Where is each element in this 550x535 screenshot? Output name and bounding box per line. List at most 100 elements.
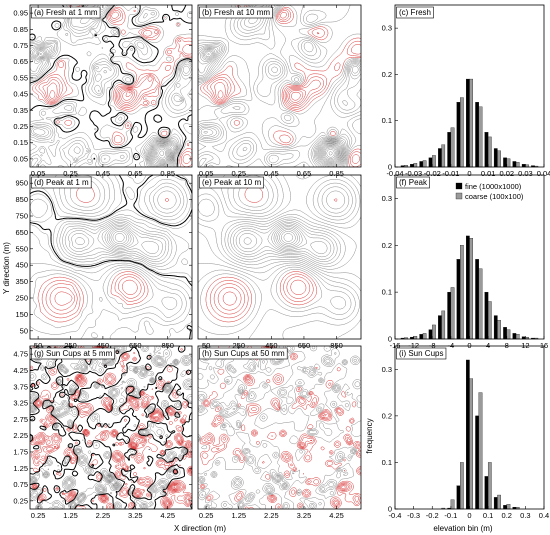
legend-swatch-fine [455,182,463,190]
contour-line [197,345,361,510]
y-tick-label: 0.1 [382,116,392,125]
contour-line [45,276,142,315]
contour-line [197,4,362,168]
contour-line [205,185,338,323]
contour-line [29,174,191,339]
contour-line [205,51,340,164]
contour-line [197,4,362,168]
panel-title-box [199,176,264,189]
x-tick-label: 0.04 [537,169,550,178]
contour-line [35,48,176,167]
panel-title: (c) Fresh [396,6,434,19]
contour-line [29,174,193,340]
contour-line [326,149,335,158]
y-tick-label: 0 [388,335,392,344]
bar-coarse [506,329,511,340]
panel-f: (f) Peak -16 -12 -8 -4 0 4 8 12 16 0 0.1 0.2 0.3 fine … [382,174,548,350]
contour-line [46,76,153,105]
contour-line [206,10,362,164]
x-tick-label: 250 [64,341,77,350]
contour-line [29,174,193,280]
bar-fine [428,329,433,340]
contour-line [230,218,341,265]
x-tick-label: 16 [540,341,548,350]
x-tick-label: 0.65 [128,169,143,178]
bar-coarse [478,106,483,168]
x-tick-label: 12 [521,341,529,350]
x-tick-label: -0.2 [426,511,439,520]
contour-line [71,223,163,258]
contour-line [106,226,134,249]
plot-frame [29,345,193,510]
contour-line [114,233,125,242]
contour-line [155,146,169,162]
x-tick-label: 4 [486,341,490,350]
contour-line [37,185,169,323]
contour-line [29,345,192,510]
y-tick-label: 850 [15,195,28,204]
panel-title-text: (h) Sun Cups at 50 mm [202,349,285,358]
bar-fine [484,291,489,340]
bar-fine [493,315,498,340]
bar-fine [438,148,442,168]
contour-line [100,358,168,491]
contour-line [29,4,193,168]
bar-fine [512,161,517,168]
x-tick-label: 0.25 [63,169,78,178]
contour-line [54,291,73,306]
y-tick-label: 4.25 [13,366,28,375]
bar-coarse [460,245,464,340]
legend-label-fine: fine (1000x1000) [465,182,522,191]
x-tick-label: 0.45 [264,169,279,178]
bar-coarse [441,144,446,168]
bar-fine [512,333,517,340]
y-tick-label: 0.25 [13,122,28,131]
panel-e: (e) Peak at 10 m 50 250 450 650 850 [197,174,362,350]
contour-line [38,51,171,164]
contour-line [217,279,307,311]
contour-line [281,230,296,244]
y-tick-label: 4.75 [13,350,28,359]
panel-title: (b) Fresh at 10 mm [199,6,273,19]
contour-lines [197,345,362,510]
bar-coarse [487,462,492,510]
x-tick-label: -8 [429,341,436,350]
contour-line [197,174,362,270]
contour-line [291,91,301,101]
bar-coarse [469,238,473,340]
contour-line [36,346,193,508]
y-tick-label: 450 [15,261,28,270]
contour-line [200,180,346,328]
contour-line [243,224,328,255]
y-tick-label: 0.15 [13,138,28,147]
contour-line [108,476,111,479]
bar-coarse [487,301,492,340]
contour-line [112,230,128,245]
x-tick-label: 250 [232,341,245,350]
contour-line [210,11,321,107]
contour-line [227,216,346,267]
bar-fine [475,259,479,340]
contour-line [197,345,362,510]
bar-fine [410,164,414,168]
contour-line [217,90,304,103]
contour-line [37,50,173,165]
x-tick-label: 3.25 [297,511,312,520]
bar-coarse [469,78,473,168]
panel-title-box [396,176,430,189]
bar-coarse [515,334,520,340]
x-tick-label: 650 [129,341,142,350]
contour-line [197,4,362,168]
panel-title-box [396,347,447,360]
bar-coarse [422,160,427,168]
panel-title: (d) Peak at 1 m [31,176,92,189]
x-tick-label: -4 [448,341,455,350]
plot-frame [29,174,193,340]
contour-line [29,345,193,510]
y-direction-label: Y direction (m) [2,242,11,294]
bars [400,235,539,340]
bar-coarse [432,324,436,340]
x-tick-label: 0.05 [199,169,214,178]
x-tick-label: 8 [505,341,509,350]
contour-line [238,223,332,258]
